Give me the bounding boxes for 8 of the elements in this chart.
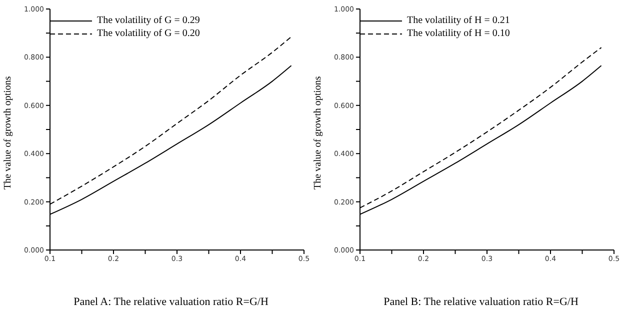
legend-label: The volatility of H = 0.21	[407, 15, 510, 26]
y-axis-title: The value of growth options	[2, 76, 14, 190]
x-axis-title: Panel B: The relative valuation ratio R=G/H	[382, 296, 580, 308]
x-axis-title: Panel A: The relative valuation ratio R=G/H	[72, 296, 270, 308]
legend-label: The volatility of G = 0.20	[97, 28, 200, 39]
legend-label: The volatility of H = 0.10	[407, 28, 510, 39]
y-axis-title: The value of growth options	[312, 76, 324, 190]
legend-label: The volatility of G = 0.29	[97, 15, 200, 26]
